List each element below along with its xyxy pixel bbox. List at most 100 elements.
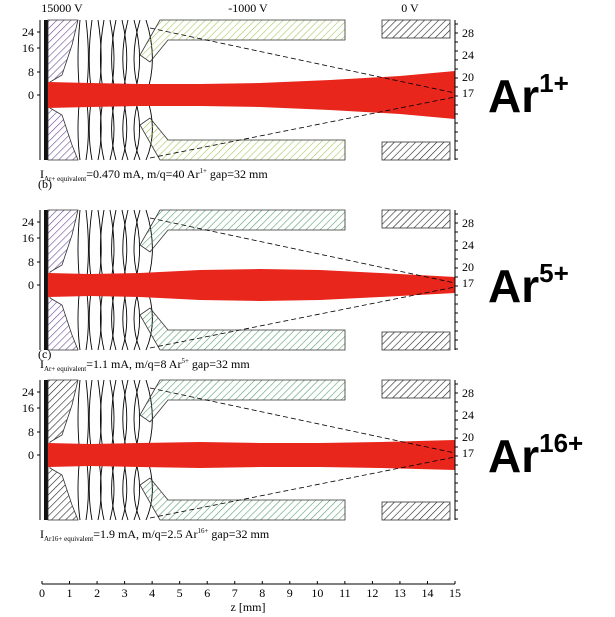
ion-label: Ar16+ [488, 428, 583, 482]
caption-text: =0.470 mA, m/q=40 Ar [86, 167, 199, 181]
dashed-line [149, 387, 456, 454]
tick-label: 16 [22, 231, 34, 245]
tick-label: 24 [22, 25, 34, 39]
caption-text: gap=32 mm [208, 527, 269, 541]
tick-label: 0 [28, 448, 34, 462]
tick-label: 11 [339, 586, 351, 600]
tick-label: 17 [462, 276, 474, 290]
dashed-line [149, 217, 456, 284]
electrode [381, 209, 451, 229]
ion-label: Ar1+ [488, 68, 569, 122]
tick-label: 28 [462, 26, 474, 40]
caption-text: =1.1 mA, m/q=8 Ar [86, 357, 181, 371]
tick-label: 28 [462, 386, 474, 400]
dashed-line [149, 286, 456, 349]
caption-superscript: 16+ [197, 527, 208, 535]
voltage-label: 15000 V [41, 1, 83, 15]
panel: 24 16 8 0 28 24 20 17 IAr+ equivalent=0.470 mA, … [22, 19, 569, 183]
electrode-insert [47, 19, 79, 161]
electrode [139, 19, 346, 63]
caption-text: =1.9 mA, m/q=2.5 Ar [93, 527, 197, 541]
panel-letter: (c) [38, 347, 51, 361]
tick-label: 12 [366, 586, 378, 600]
tick-label: 5 [177, 586, 183, 600]
tick-label: 24 [22, 215, 34, 229]
tick-label: 8 [28, 425, 34, 439]
tick-label: 6 [204, 586, 210, 600]
ion-charge: 1+ [539, 68, 569, 98]
tick-label: 7 [232, 586, 238, 600]
tick-label: 2 [94, 586, 100, 600]
caption: IAr+ equivalent=1.1 mA, m/q=8 Ar5+ gap=3… [40, 357, 250, 373]
caption-subscript: Ar+ equivalent [44, 365, 86, 373]
caption-text: gap=32 mm [189, 357, 250, 371]
caption: IAr16+ equivalent=1.9 mA, m/q=2.5 Ar16+ … [40, 527, 270, 543]
dashed-line [149, 27, 456, 94]
tick-label: 8 [28, 255, 34, 269]
electrode [139, 117, 346, 161]
caption-superscript: 1+ [199, 167, 207, 175]
electrode [139, 379, 346, 423]
caption-text: I [40, 357, 44, 371]
tick-label: 16 [22, 41, 34, 55]
tick-label: 24 [462, 48, 474, 62]
beam [48, 440, 455, 470]
tick-label: 24 [462, 238, 474, 252]
caption-subscript: Ar16+ equivalent [44, 535, 93, 543]
tick-label: 15 [449, 586, 461, 600]
ion-symbol: Ar [488, 260, 539, 312]
tick-label: 0 [28, 278, 34, 292]
caption: IAr+ equivalent=0.470 mA, m/q=40 Ar1+ ga… [40, 167, 268, 183]
tick-label: 17 [462, 446, 474, 460]
electrode [381, 501, 451, 521]
caption-text: I [40, 527, 44, 541]
electrode [381, 141, 451, 161]
electrode [381, 331, 451, 351]
tick-label: 4 [149, 586, 155, 600]
electrode [381, 379, 451, 399]
electrode [139, 209, 346, 253]
tick-label: 0 [39, 586, 45, 600]
electrode [44, 210, 48, 350]
electrode-insert [47, 379, 79, 521]
tick-label: 20 [462, 70, 474, 84]
ion-label: Ar5+ [488, 258, 569, 312]
tick-label: 1 [67, 586, 73, 600]
beam [48, 269, 455, 301]
tick-label: 9 [287, 586, 293, 600]
tick-label: 20 [462, 260, 474, 274]
tick-label: 3 [122, 586, 128, 600]
tick-label: 10 [311, 586, 323, 600]
beam [48, 71, 455, 119]
electrode [381, 19, 451, 39]
ion-symbol: Ar [488, 430, 539, 482]
caption-text: I [40, 167, 44, 181]
electrode [139, 307, 346, 351]
tick-label: 20 [462, 430, 474, 444]
electrode [44, 20, 48, 160]
tick-label: 14 [421, 586, 433, 600]
ion-symbol: Ar [488, 70, 539, 122]
caption-superscript: 5+ [181, 357, 189, 365]
tick-label: 8 [259, 586, 265, 600]
ion-charge: 16+ [539, 428, 583, 458]
dashed-line [149, 456, 456, 519]
caption-subscript: Ar+ equivalent [44, 175, 86, 183]
axis-label: z [mm] [231, 600, 266, 614]
dashed-line [149, 96, 456, 159]
electrode [139, 477, 346, 521]
tick-label: 16 [22, 401, 34, 415]
ion-charge: 5+ [539, 258, 569, 288]
voltage-label: -1000 V [228, 1, 268, 15]
voltage-label: 0 V [401, 1, 419, 15]
tick-label: 24 [462, 408, 474, 422]
tick-label: 13 [394, 586, 406, 600]
tick-label: 24 [22, 385, 34, 399]
tick-label: 17 [462, 86, 474, 100]
electrode-insert [47, 209, 79, 351]
caption-text: gap=32 mm [207, 167, 268, 181]
tick-label: 8 [28, 65, 34, 79]
